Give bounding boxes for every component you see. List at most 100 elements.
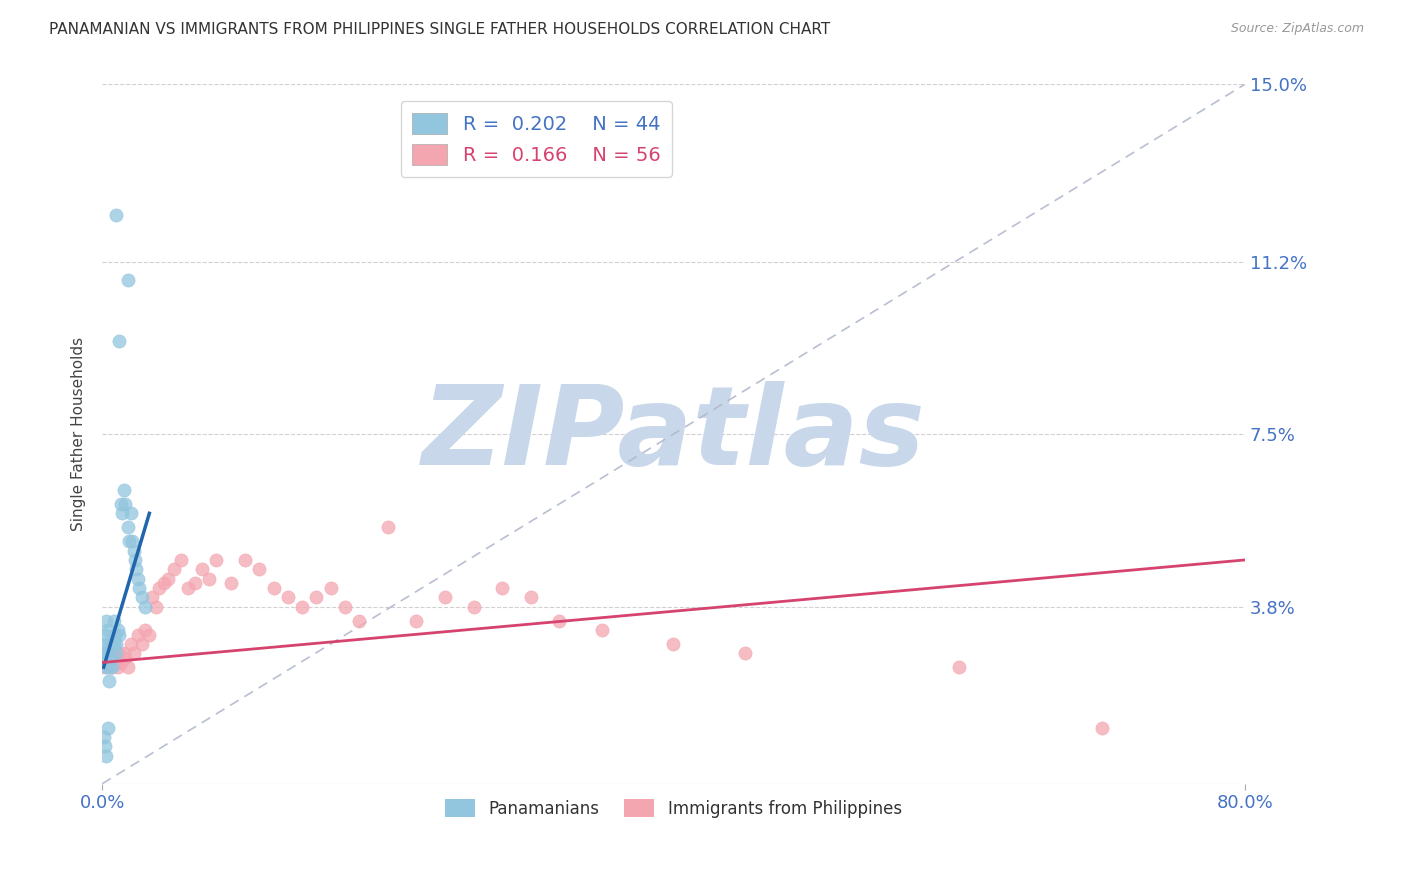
Point (98, 637, 121, 651)
Point (263, 581, 285, 595)
Point (98, 660, 121, 674)
Point (219, 576, 242, 591)
Point (96, 656, 118, 670)
Point (177, 581, 200, 595)
Point (1091, 721, 1114, 735)
Point (491, 581, 513, 595)
Point (112, 646, 135, 660)
Point (591, 623, 613, 637)
Point (233, 553, 256, 567)
Point (124, 553, 146, 567)
Point (305, 591, 328, 605)
Point (131, 591, 153, 605)
Point (103, 646, 125, 660)
Point (97, 646, 120, 660)
Point (103, 637, 125, 651)
Point (463, 599, 485, 614)
Point (97, 646, 120, 660)
Point (127, 572, 149, 586)
Point (120, 637, 142, 651)
Point (122, 646, 145, 660)
Point (117, 520, 139, 534)
Point (152, 576, 174, 591)
Text: PANAMANIAN VS IMMIGRANTS FROM PHILIPPINES SINGLE FATHER HOUSEHOLDS CORRELATION C: PANAMANIAN VS IMMIGRANTS FROM PHILIPPINE… (49, 22, 831, 37)
Point (108, 646, 131, 660)
Point (405, 614, 427, 628)
Point (93, 660, 115, 674)
Point (433, 591, 456, 605)
Point (156, 572, 179, 586)
Point (101, 660, 124, 674)
Point (97, 721, 120, 735)
Point (125, 562, 148, 576)
Point (131, 637, 153, 651)
Point (100, 651, 122, 665)
Point (93, 646, 115, 660)
Point (108, 334, 131, 348)
Point (122, 543, 145, 558)
Point (247, 562, 270, 576)
Text: ZIPatlas: ZIPatlas (422, 381, 925, 488)
Point (100, 651, 122, 665)
Point (118, 534, 141, 549)
Point (108, 627, 131, 641)
Point (662, 637, 685, 651)
Point (97, 623, 120, 637)
Point (333, 599, 356, 614)
Point (120, 506, 142, 520)
Point (377, 520, 399, 534)
Point (548, 614, 571, 628)
Point (96, 646, 118, 660)
Point (734, 646, 756, 660)
Point (117, 273, 139, 287)
Point (101, 637, 124, 651)
Point (349, 614, 371, 628)
Point (107, 623, 129, 637)
Point (128, 581, 150, 595)
Point (162, 562, 184, 576)
Point (110, 656, 132, 670)
Point (184, 576, 207, 591)
Point (170, 553, 193, 567)
Text: Source: ZipAtlas.com: Source: ZipAtlas.com (1230, 22, 1364, 36)
Point (148, 581, 170, 595)
Point (138, 627, 160, 641)
Point (101, 660, 124, 674)
Point (111, 506, 134, 520)
Point (114, 651, 136, 665)
Point (191, 562, 214, 576)
Point (96, 614, 118, 628)
Point (134, 623, 156, 637)
Point (105, 646, 128, 660)
Point (117, 660, 139, 674)
Point (103, 614, 125, 628)
Point (98, 660, 121, 674)
Point (94, 651, 117, 665)
Legend: Panamanians, Immigrants from Philippines: Panamanians, Immigrants from Philippines (439, 792, 908, 824)
Point (198, 572, 221, 586)
Point (98, 674, 121, 689)
Point (105, 637, 128, 651)
Point (114, 497, 136, 511)
Point (145, 599, 167, 614)
Point (948, 660, 970, 674)
Point (104, 627, 127, 641)
Point (519, 591, 541, 605)
Point (319, 581, 342, 595)
Point (104, 656, 127, 670)
Point (134, 599, 156, 614)
Point (141, 591, 163, 605)
Point (96, 748, 118, 763)
Point (96, 660, 118, 674)
Point (105, 651, 128, 665)
Point (277, 591, 299, 605)
Point (291, 599, 314, 614)
Point (94, 627, 117, 641)
Point (107, 660, 129, 674)
Y-axis label: Single Father Households: Single Father Households (72, 337, 86, 531)
Point (105, 208, 128, 222)
Point (110, 497, 132, 511)
Point (121, 534, 143, 549)
Point (205, 553, 228, 567)
Point (112, 483, 135, 497)
